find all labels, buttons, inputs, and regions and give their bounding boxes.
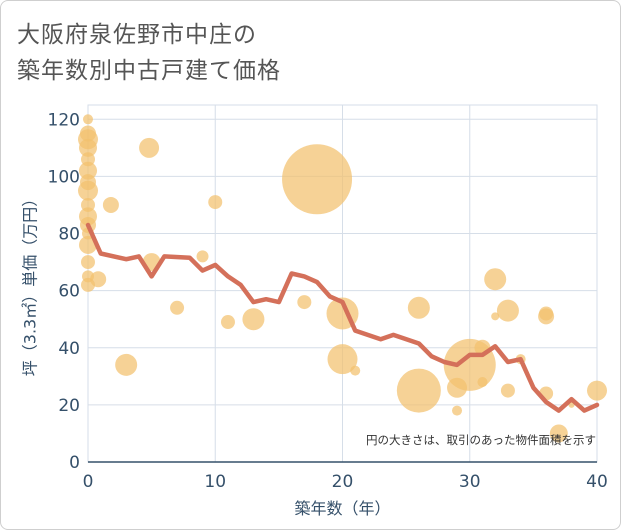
data-point [102, 196, 119, 213]
y-tick-label: 60 [58, 282, 80, 302]
data-point [327, 344, 358, 375]
data-point [220, 315, 235, 330]
data-point [350, 365, 361, 376]
size-note: 円の大きさは、取引のあった物件面積を示す [366, 433, 596, 447]
x-tick-label: 0 [83, 472, 94, 492]
x-tick-label: 40 [586, 472, 608, 492]
data-point [484, 268, 507, 291]
y-tick-label: 120 [48, 110, 80, 130]
data-point [79, 161, 97, 180]
x-axis-label: 築年数（年） [294, 499, 390, 518]
data-point [407, 296, 430, 319]
y-axis-label: 坪（3.3㎡）単価（万円） [21, 191, 40, 376]
data-point [83, 114, 93, 125]
chart-title-line2: 築年数別中古戸建て価格 [17, 58, 281, 84]
y-tick-labels: 0 20 40 60 80 100 120 [48, 110, 80, 473]
data-point [549, 424, 568, 443]
y-tick-label: 40 [58, 339, 80, 359]
data-point [196, 250, 209, 263]
y-tick-label: 80 [58, 225, 80, 245]
data-point [396, 368, 441, 413]
data-point [78, 180, 98, 201]
data-point [282, 144, 353, 215]
data-point [81, 255, 95, 270]
y-tick-label: 100 [48, 167, 80, 187]
chart-title: 大阪府泉佐野市中庄の 築年数別中古戸建て価格 [17, 17, 281, 89]
data-point [587, 380, 607, 401]
data-point [491, 312, 500, 321]
chart-title-line1: 大阪府泉佐野市中庄の [17, 22, 257, 48]
y-tick-label: 0 [69, 453, 80, 473]
y-tick-label: 20 [58, 396, 80, 416]
x-tick-label: 10 [204, 472, 226, 492]
data-point [538, 308, 555, 325]
data-point [496, 299, 519, 322]
data-point [139, 137, 160, 158]
x-tick-label: 30 [459, 472, 481, 492]
data-point [242, 308, 265, 331]
data-point [208, 195, 223, 210]
data-point [170, 300, 185, 315]
data-point [500, 383, 515, 398]
data-point [297, 295, 312, 310]
bubbles [78, 114, 607, 443]
data-point [452, 405, 463, 416]
data-point [477, 377, 488, 388]
trend-line [85, 222, 600, 413]
data-point [115, 353, 138, 376]
x-tick-label: 20 [332, 472, 354, 492]
data-point [79, 138, 97, 157]
data-point [90, 271, 107, 288]
x-tick-labels: 0 10 20 30 40 [83, 472, 608, 492]
